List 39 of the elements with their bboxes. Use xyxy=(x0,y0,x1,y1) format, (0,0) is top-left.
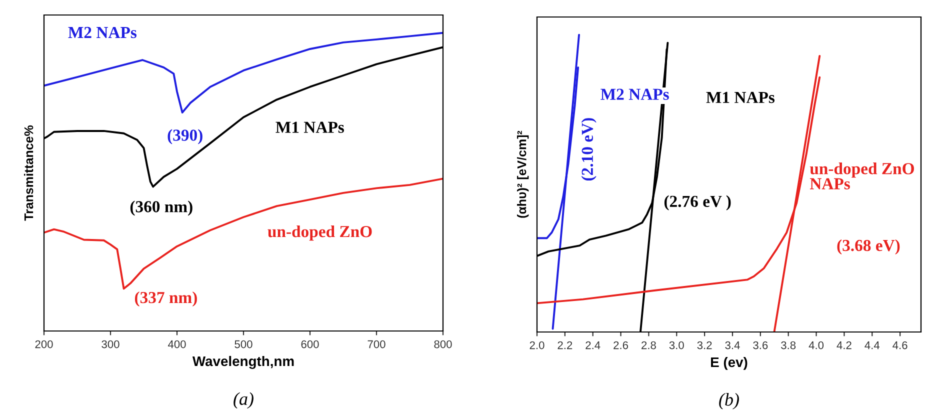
x-tick-label: 600 xyxy=(301,340,319,348)
x-tick-label: 300 xyxy=(102,340,120,348)
x-tick-label: 4.6 xyxy=(892,341,908,350)
annotation: (2.10 eV) xyxy=(581,118,596,180)
y-axis-title: (αhυ)² [eV/cm]² xyxy=(517,130,529,218)
x-tick-label: 200 xyxy=(35,340,53,348)
text: M1 NAPs xyxy=(706,92,775,104)
x-tick-label: 3.2 xyxy=(697,341,712,350)
annotation: (360 nm) xyxy=(130,200,192,216)
x-tick-label: 4.4 xyxy=(864,341,880,350)
x-tick-label: 700 xyxy=(368,340,386,348)
annotation: (337 nm) xyxy=(134,291,197,307)
series-label: M2 NAPs xyxy=(68,26,136,38)
x-tick-label: 500 xyxy=(234,340,252,348)
text: (a) xyxy=(234,392,254,409)
x-tick-label: 2.0 xyxy=(530,341,544,350)
x-tick-label: 400 xyxy=(168,340,186,348)
x-tick-label: 3.4 xyxy=(725,341,740,350)
x-tick-label: 2.2 xyxy=(558,341,572,350)
series-label: M2 NAPs xyxy=(600,88,669,100)
x-tick-label: 4.2 xyxy=(836,341,852,350)
x-tick-label: 2.8 xyxy=(642,341,656,350)
annotation: (3.68 eV) xyxy=(837,239,900,255)
x-tick-label: 2.6 xyxy=(614,341,628,350)
x-tick-label: 3.6 xyxy=(753,341,768,350)
series-label: M1 NAPs xyxy=(276,122,344,133)
x-axis-title: E (ev) xyxy=(711,356,748,370)
series-label: un-doped ZnO NAPs xyxy=(810,162,914,190)
annotation: (390) xyxy=(168,129,202,144)
x-tick-label: 4.0 xyxy=(808,341,824,350)
x-axis-title: Wavelength,nm xyxy=(192,356,294,369)
series-label: un-doped ZnO xyxy=(268,225,372,241)
x-tick-label: 3.8 xyxy=(781,341,796,350)
x-tick-label: 3.0 xyxy=(669,341,684,350)
annotation: (2.76 eV ) xyxy=(664,195,731,210)
x-tick-label: 800 xyxy=(434,340,452,348)
x-tick-label: 2.4 xyxy=(586,341,600,350)
text: (b) xyxy=(719,393,739,410)
y-axis-title: Transmittance% xyxy=(24,125,34,221)
